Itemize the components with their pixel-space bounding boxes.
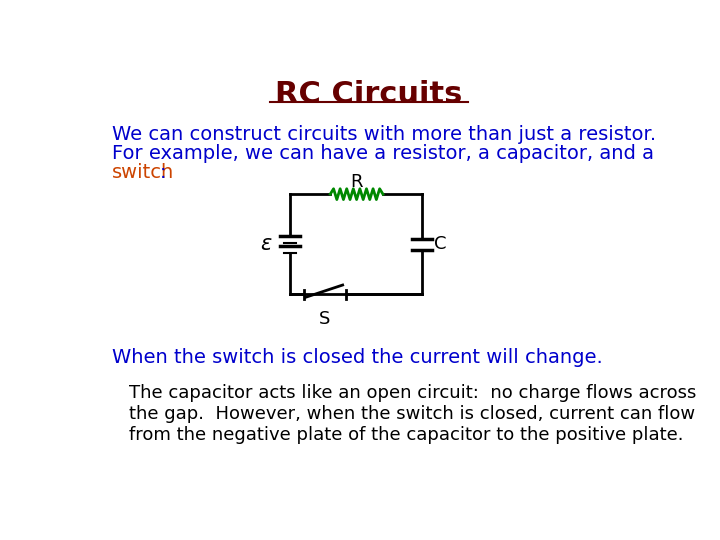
Text: C: C: [434, 235, 446, 253]
Text: from the negative plate of the capacitor to the positive plate.: from the negative plate of the capacitor…: [129, 426, 683, 444]
Text: switch: switch: [112, 164, 174, 183]
Text: The capacitor acts like an open circuit:  no charge flows across: The capacitor acts like an open circuit:…: [129, 384, 696, 402]
Text: We can construct circuits with more than just a resistor.: We can construct circuits with more than…: [112, 125, 656, 144]
Text: RC Circuits: RC Circuits: [275, 79, 463, 109]
Text: When the switch is closed the current will change.: When the switch is closed the current wi…: [112, 348, 603, 367]
Text: R: R: [351, 173, 363, 191]
Text: $\varepsilon$: $\varepsilon$: [261, 234, 273, 254]
Text: :: :: [160, 164, 166, 183]
Text: For example, we can have a resistor, a capacitor, and a: For example, we can have a resistor, a c…: [112, 144, 654, 163]
Text: S: S: [319, 309, 330, 328]
Text: the gap.  However, when the switch is closed, current can flow: the gap. However, when the switch is clo…: [129, 405, 695, 423]
